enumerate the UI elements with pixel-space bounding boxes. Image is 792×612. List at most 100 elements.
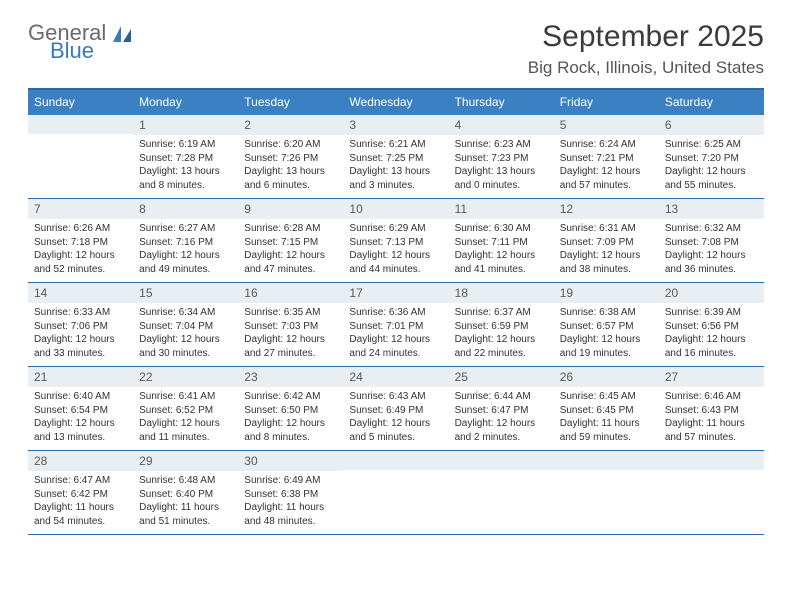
- daylight-text: Daylight: 11 hours: [560, 417, 653, 431]
- daylight-text: Daylight: 12 hours: [244, 417, 337, 431]
- sunset-text: Sunset: 6:50 PM: [244, 404, 337, 418]
- daylight-text: and 54 minutes.: [34, 515, 127, 529]
- daylight-text: and 16 minutes.: [665, 347, 758, 361]
- daylight-text: and 8 minutes.: [139, 179, 232, 193]
- day-header: Saturday: [659, 90, 764, 115]
- daylight-text: and 0 minutes.: [455, 179, 548, 193]
- sunset-text: Sunset: 6:42 PM: [34, 488, 127, 502]
- day-details: Sunrise: 6:32 AMSunset: 7:08 PMDaylight:…: [659, 219, 764, 282]
- day-number: 13: [659, 199, 764, 219]
- day-cell: 1Sunrise: 6:19 AMSunset: 7:28 PMDaylight…: [133, 115, 238, 198]
- day-number: 5: [554, 115, 659, 135]
- day-details: Sunrise: 6:33 AMSunset: 7:06 PMDaylight:…: [28, 303, 133, 366]
- daylight-text: Daylight: 12 hours: [665, 333, 758, 347]
- day-number: 17: [343, 283, 448, 303]
- daylight-text: and 19 minutes.: [560, 347, 653, 361]
- sunrise-text: Sunrise: 6:19 AM: [139, 138, 232, 152]
- day-details: Sunrise: 6:38 AMSunset: 6:57 PMDaylight:…: [554, 303, 659, 366]
- sunset-text: Sunset: 7:01 PM: [349, 320, 442, 334]
- day-number: 27: [659, 367, 764, 387]
- day-cell: 22Sunrise: 6:41 AMSunset: 6:52 PMDayligh…: [133, 367, 238, 450]
- day-cell: [659, 451, 764, 534]
- day-header: Sunday: [28, 90, 133, 115]
- sunset-text: Sunset: 6:40 PM: [139, 488, 232, 502]
- sunrise-text: Sunrise: 6:42 AM: [244, 390, 337, 404]
- sunrise-text: Sunrise: 6:39 AM: [665, 306, 758, 320]
- day-cell: [28, 115, 133, 198]
- sunset-text: Sunset: 7:18 PM: [34, 236, 127, 250]
- day-number: 6: [659, 115, 764, 135]
- week-row: 28Sunrise: 6:47 AMSunset: 6:42 PMDayligh…: [28, 451, 764, 535]
- sunset-text: Sunset: 6:45 PM: [560, 404, 653, 418]
- day-details: Sunrise: 6:29 AMSunset: 7:13 PMDaylight:…: [343, 219, 448, 282]
- day-details: Sunrise: 6:27 AMSunset: 7:16 PMDaylight:…: [133, 219, 238, 282]
- sunset-text: Sunset: 7:04 PM: [139, 320, 232, 334]
- day-details: Sunrise: 6:45 AMSunset: 6:45 PMDaylight:…: [554, 387, 659, 450]
- day-cell: [554, 451, 659, 534]
- day-cell: 24Sunrise: 6:43 AMSunset: 6:49 PMDayligh…: [343, 367, 448, 450]
- day-cell: 11Sunrise: 6:30 AMSunset: 7:11 PMDayligh…: [449, 199, 554, 282]
- logo-text-blue: Blue: [50, 40, 133, 62]
- day-cell: 8Sunrise: 6:27 AMSunset: 7:16 PMDaylight…: [133, 199, 238, 282]
- sunrise-text: Sunrise: 6:37 AM: [455, 306, 548, 320]
- day-cell: 20Sunrise: 6:39 AMSunset: 6:56 PMDayligh…: [659, 283, 764, 366]
- daylight-text: Daylight: 13 hours: [244, 165, 337, 179]
- day-details: Sunrise: 6:30 AMSunset: 7:11 PMDaylight:…: [449, 219, 554, 282]
- day-cell: 14Sunrise: 6:33 AMSunset: 7:06 PMDayligh…: [28, 283, 133, 366]
- week-row: 7Sunrise: 6:26 AMSunset: 7:18 PMDaylight…: [28, 199, 764, 283]
- day-cell: 12Sunrise: 6:31 AMSunset: 7:09 PMDayligh…: [554, 199, 659, 282]
- daylight-text: and 52 minutes.: [34, 263, 127, 277]
- sunrise-text: Sunrise: 6:48 AM: [139, 474, 232, 488]
- daylight-text: and 24 minutes.: [349, 347, 442, 361]
- sunrise-text: Sunrise: 6:24 AM: [560, 138, 653, 152]
- day-cell: 16Sunrise: 6:35 AMSunset: 7:03 PMDayligh…: [238, 283, 343, 366]
- daylight-text: and 38 minutes.: [560, 263, 653, 277]
- day-header: Thursday: [449, 90, 554, 115]
- sunset-text: Sunset: 6:57 PM: [560, 320, 653, 334]
- day-number: 8: [133, 199, 238, 219]
- sunset-text: Sunset: 6:52 PM: [139, 404, 232, 418]
- daylight-text: Daylight: 12 hours: [349, 333, 442, 347]
- sunrise-text: Sunrise: 6:33 AM: [34, 306, 127, 320]
- day-number: 26: [554, 367, 659, 387]
- daylight-text: and 27 minutes.: [244, 347, 337, 361]
- day-details: Sunrise: 6:36 AMSunset: 7:01 PMDaylight:…: [343, 303, 448, 366]
- day-cell: 18Sunrise: 6:37 AMSunset: 6:59 PMDayligh…: [449, 283, 554, 366]
- daylight-text: and 11 minutes.: [139, 431, 232, 445]
- day-details: Sunrise: 6:42 AMSunset: 6:50 PMDaylight:…: [238, 387, 343, 450]
- day-details: Sunrise: 6:44 AMSunset: 6:47 PMDaylight:…: [449, 387, 554, 450]
- day-details: Sunrise: 6:43 AMSunset: 6:49 PMDaylight:…: [343, 387, 448, 450]
- daylight-text: and 44 minutes.: [349, 263, 442, 277]
- sunset-text: Sunset: 7:23 PM: [455, 152, 548, 166]
- sunrise-text: Sunrise: 6:23 AM: [455, 138, 548, 152]
- daylight-text: Daylight: 12 hours: [560, 165, 653, 179]
- day-details: Sunrise: 6:20 AMSunset: 7:26 PMDaylight:…: [238, 135, 343, 198]
- day-header: Tuesday: [238, 90, 343, 115]
- day-number: 1: [133, 115, 238, 135]
- sunset-text: Sunset: 7:16 PM: [139, 236, 232, 250]
- day-details: Sunrise: 6:23 AMSunset: 7:23 PMDaylight:…: [449, 135, 554, 198]
- week-row: 14Sunrise: 6:33 AMSunset: 7:06 PMDayligh…: [28, 283, 764, 367]
- day-cell: 4Sunrise: 6:23 AMSunset: 7:23 PMDaylight…: [449, 115, 554, 198]
- day-details: Sunrise: 6:31 AMSunset: 7:09 PMDaylight:…: [554, 219, 659, 282]
- daylight-text: and 55 minutes.: [665, 179, 758, 193]
- sunrise-text: Sunrise: 6:35 AM: [244, 306, 337, 320]
- sunrise-text: Sunrise: 6:28 AM: [244, 222, 337, 236]
- day-details: Sunrise: 6:26 AMSunset: 7:18 PMDaylight:…: [28, 219, 133, 282]
- sunrise-text: Sunrise: 6:26 AM: [34, 222, 127, 236]
- daylight-text: Daylight: 13 hours: [349, 165, 442, 179]
- daylight-text: Daylight: 12 hours: [244, 333, 337, 347]
- daylight-text: Daylight: 12 hours: [139, 417, 232, 431]
- sunset-text: Sunset: 6:56 PM: [665, 320, 758, 334]
- daylight-text: Daylight: 12 hours: [139, 249, 232, 263]
- sunset-text: Sunset: 7:06 PM: [34, 320, 127, 334]
- day-number: 2: [238, 115, 343, 135]
- day-number: 15: [133, 283, 238, 303]
- sunrise-text: Sunrise: 6:38 AM: [560, 306, 653, 320]
- sunrise-text: Sunrise: 6:29 AM: [349, 222, 442, 236]
- day-cell: 25Sunrise: 6:44 AMSunset: 6:47 PMDayligh…: [449, 367, 554, 450]
- day-number: 9: [238, 199, 343, 219]
- sunset-text: Sunset: 6:38 PM: [244, 488, 337, 502]
- day-number: 28: [28, 451, 133, 471]
- day-number: 4: [449, 115, 554, 135]
